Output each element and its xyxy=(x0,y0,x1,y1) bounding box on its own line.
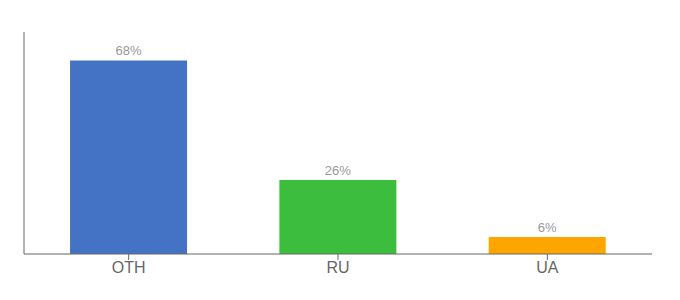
svg-text:RU: RU xyxy=(326,259,349,276)
svg-text:6%: 6% xyxy=(538,220,557,235)
svg-text:26%: 26% xyxy=(325,163,351,178)
svg-text:OTH: OTH xyxy=(112,259,146,276)
svg-text:68%: 68% xyxy=(116,43,142,58)
svg-text:UA: UA xyxy=(536,259,559,276)
